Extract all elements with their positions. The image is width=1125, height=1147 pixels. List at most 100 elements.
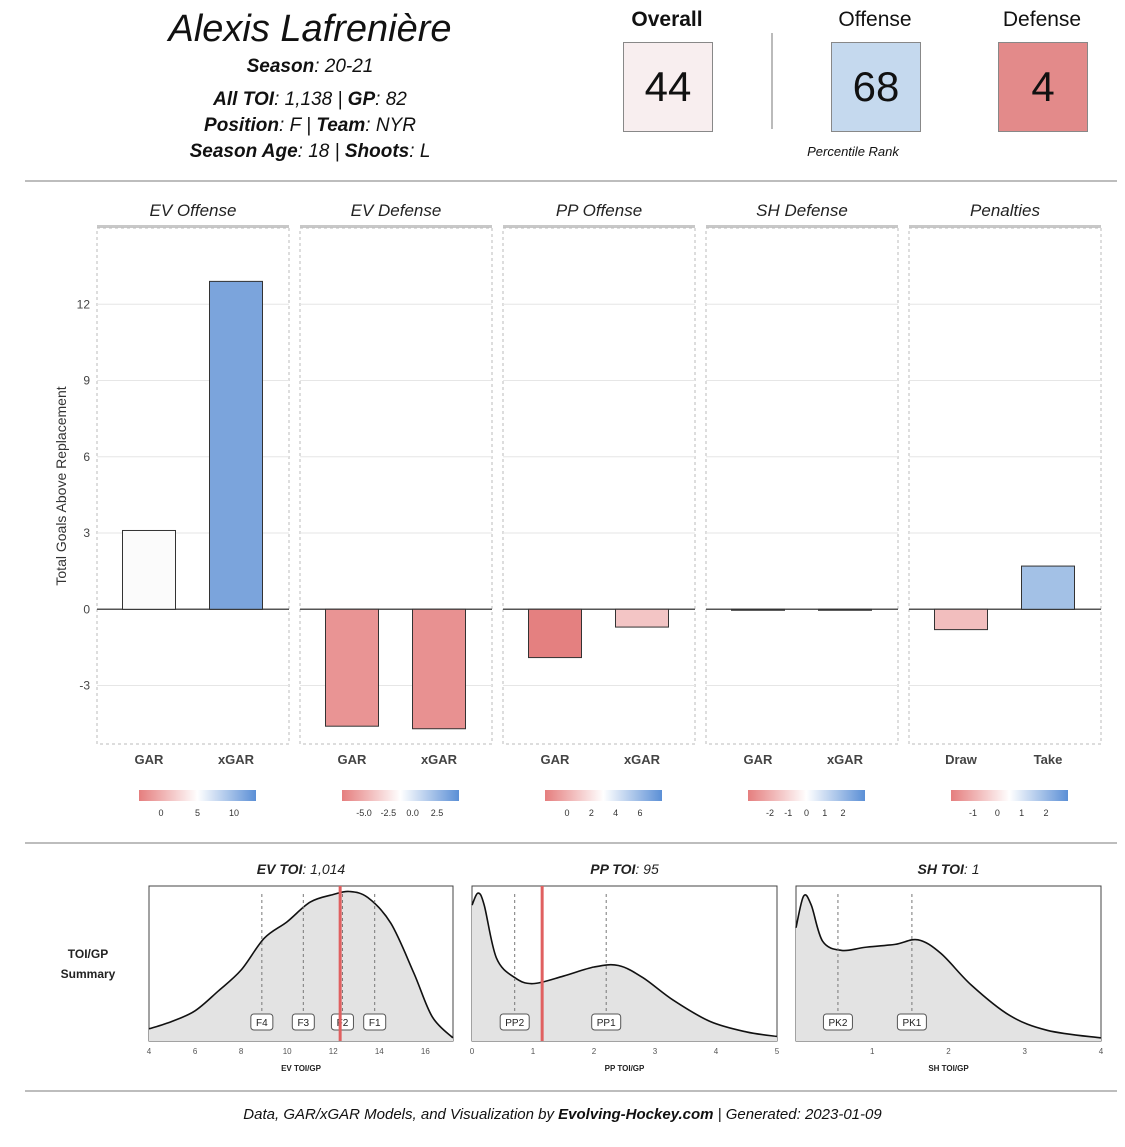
legend-tick-label: 0: [564, 808, 569, 818]
x-tick-label: 0: [470, 1047, 475, 1056]
legend-bar: [545, 790, 662, 801]
y-tick-label: 9: [83, 374, 90, 388]
facet-header-bar: [97, 225, 289, 228]
facet-panel: EV Offense GAR xGAR 0 5 10: [96, 201, 290, 818]
reference-label: F4: [256, 1018, 268, 1029]
reference-label-box: [330, 1013, 354, 1031]
legend-tick-label: 6: [637, 808, 642, 818]
x-tick-label: 5: [775, 1047, 780, 1056]
bar-take: [1021, 565, 1075, 610]
reference-label-box: [896, 1013, 927, 1031]
x-tick-label: 1: [531, 1047, 536, 1056]
x-tick-label: 12: [329, 1047, 338, 1056]
offense-rank-box: 68: [831, 42, 921, 132]
bar-gar: [731, 608, 785, 611]
facet-header-bar: [706, 225, 898, 228]
legend-tick-label: -1: [784, 808, 792, 818]
divider-bottom: [25, 1090, 1117, 1092]
side-label-summary: Summary: [61, 967, 116, 981]
facet-header-bar: [909, 225, 1101, 228]
x-tick-label: 14: [375, 1047, 384, 1056]
defense-rank-box: 4: [998, 42, 1088, 132]
toi-gp-line: All TOI: 1,138 | GP: 82: [213, 89, 407, 110]
legend-tick-label: -1: [969, 808, 977, 818]
y-tick-label: 6: [83, 450, 90, 464]
footer-credit: Data, GAR/xGAR Models, and Visualization…: [243, 1106, 882, 1123]
x-tick-label: 6: [193, 1047, 198, 1056]
bar-xgar: [412, 608, 466, 730]
gar-bar-chart: Total Goals Above Replacement-3036912EV …: [53, 201, 1102, 818]
facet-title: EV Defense: [351, 201, 442, 220]
facet-title: PP Offense: [556, 201, 642, 220]
legend-bar: [951, 790, 1068, 801]
legend-tick-label: 1: [1019, 808, 1024, 818]
legend-tick-label: 2: [1043, 808, 1048, 818]
x-category-label: GAR: [541, 752, 571, 767]
reference-label: PP2: [505, 1018, 524, 1029]
reference-label: F2: [337, 1018, 349, 1029]
reference-label-box: [591, 1013, 622, 1031]
legend-tick-label: -2: [766, 808, 774, 818]
x-tick-label: 2: [592, 1047, 597, 1056]
legend-tick-label: 0: [804, 808, 809, 818]
toi-panel-title: SH TOI: 1: [918, 861, 980, 877]
toi-panel-title: EV TOI: 1,014: [257, 861, 346, 877]
facet-title: SH Defense: [756, 201, 848, 220]
facet-panel: PP Offense GAR xGAR 0 2 4 6: [502, 201, 696, 818]
x-category-label: xGAR: [827, 752, 864, 767]
reference-label: F1: [369, 1018, 381, 1029]
density-area: [149, 891, 453, 1041]
facet-border: [299, 227, 493, 745]
bar-gar: [528, 608, 582, 659]
divider-middle: [25, 842, 1117, 844]
facet-border: [908, 227, 1102, 745]
reference-label-box: [250, 1013, 274, 1031]
density-line: [795, 894, 1102, 1039]
x-tick-label: 1: [870, 1047, 875, 1056]
position-team-line: Position: F | Team: NYR: [204, 115, 416, 136]
bar-draw: [934, 608, 988, 631]
y-tick-label: 3: [83, 526, 90, 540]
bar-xgar: [818, 608, 872, 611]
defense-label: Defense: [1002, 8, 1082, 31]
toi-panel: PP TOI: 95 PP2 PP1 0 1 2 3 4 5 PP TOI/GP: [470, 861, 780, 1073]
density-line: [471, 892, 778, 1038]
density-line: [148, 890, 454, 1039]
legend-tick-label: 5: [195, 808, 200, 818]
x-category-label: GAR: [135, 752, 165, 767]
percentile-rank-label: Percentile Rank: [807, 144, 899, 159]
facet-border: [96, 227, 290, 745]
x-tick-label: 2: [946, 1047, 951, 1056]
x-category-label: xGAR: [218, 752, 255, 767]
density-area: [472, 893, 777, 1041]
x-category-label: xGAR: [624, 752, 661, 767]
legend-bar: [139, 790, 256, 801]
x-category-label: xGAR: [421, 752, 458, 767]
x-tick-label: 4: [714, 1047, 719, 1056]
legend-tick-label: 1: [822, 808, 827, 818]
legend-tick-label: 4: [613, 808, 618, 818]
reference-label: PK1: [902, 1018, 921, 1029]
x-tick-label: 3: [1023, 1047, 1028, 1056]
legend-tick-label: -2.5: [381, 808, 397, 818]
bar-gar: [325, 608, 379, 727]
facet-border: [705, 227, 899, 745]
x-category-label: Take: [1034, 752, 1063, 767]
x-category-label: GAR: [744, 752, 774, 767]
density-area: [796, 894, 1101, 1041]
legend-tick-label: 2.5: [431, 808, 444, 818]
y-axis-title: Total Goals Above Replacement: [53, 386, 69, 585]
x-axis-title: PP TOI/GP: [605, 1064, 645, 1073]
legend-tick-label: 0.0: [406, 808, 419, 818]
reference-label: F3: [297, 1018, 309, 1029]
reference-label-box: [499, 1013, 530, 1031]
reference-label-box: [291, 1013, 315, 1031]
facet-panel: EV Defense GAR xGAR -5.0 -2.5 0.0 2.5: [299, 201, 493, 818]
x-axis-title: EV TOI/GP: [281, 1064, 322, 1073]
toi-panel: SH TOI: 1 PK2 PK1 1 2 3 4 SH TOI/GP: [795, 861, 1104, 1073]
facet-header-bar: [503, 225, 695, 228]
reference-label-box: [363, 1013, 387, 1031]
y-tick-label: -3: [79, 679, 90, 693]
y-tick-label: 12: [77, 297, 91, 311]
